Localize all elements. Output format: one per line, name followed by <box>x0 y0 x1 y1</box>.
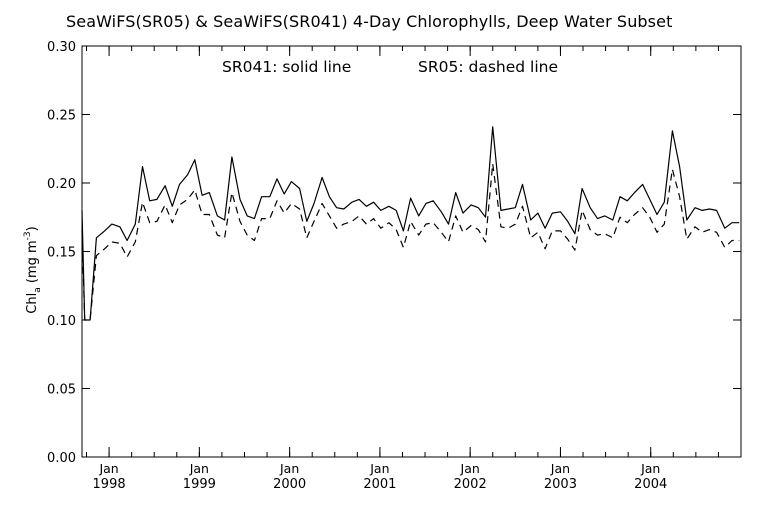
x-tick-label-month: Jan <box>98 461 118 476</box>
axes: 0.000.050.100.150.200.250.30Jan1998Jan19… <box>47 40 742 492</box>
x-tick-label-month: Jan <box>550 461 570 476</box>
x-tick-label-year: 2004 <box>634 477 667 492</box>
svg-text:Chla (mg m-3): Chla (mg m-3) <box>23 226 43 313</box>
y-axis-label-unit: (mg m <box>25 240 40 287</box>
x-tick-label-month: Jan <box>279 461 299 476</box>
y-tick-label: 0.15 <box>47 246 76 261</box>
series-line-sr041 <box>81 126 740 321</box>
x-tick-label-month: Jan <box>460 461 480 476</box>
plot-frame <box>81 45 742 458</box>
y-axis-label-close: ) <box>25 226 40 231</box>
series-line-sr05 <box>81 163 740 321</box>
series-layer <box>81 126 740 321</box>
x-tick-label-month: Jan <box>369 461 389 476</box>
x-tick-label-year: 2001 <box>363 477 396 492</box>
x-tick-label-year: 2002 <box>454 477 487 492</box>
y-tick-label: 0.00 <box>47 451 76 466</box>
y-axis-label-superscript: -3 <box>23 231 33 240</box>
y-axis-label-subscript: a <box>33 287 43 293</box>
legend-sr041-annotation: SR041: solid line <box>222 58 352 76</box>
x-tick-label-month: Jan <box>189 461 209 476</box>
x-tick-label-year: 2000 <box>273 477 306 492</box>
x-tick-label-year: 2003 <box>544 477 577 492</box>
x-tick-label-month: Jan <box>640 461 660 476</box>
y-tick-label: 0.10 <box>47 314 76 329</box>
y-tick-label: 0.20 <box>47 177 76 192</box>
x-tick-label-year: 1998 <box>93 477 126 492</box>
y-tick-label: 0.05 <box>47 383 76 398</box>
x-tick-label-year: 1999 <box>183 477 216 492</box>
y-axis-label-base: Chl <box>25 293 40 314</box>
legend-sr05-annotation: SR05: dashed line <box>418 58 558 76</box>
y-tick-label: 0.30 <box>47 40 76 55</box>
y-axis-label: Chla (mg m-3) <box>23 226 43 313</box>
y-tick-label: 0.25 <box>47 109 76 124</box>
chart-title: SeaWiFS(SR05) & SeaWiFS(SR041) 4-Day Chl… <box>66 12 673 31</box>
